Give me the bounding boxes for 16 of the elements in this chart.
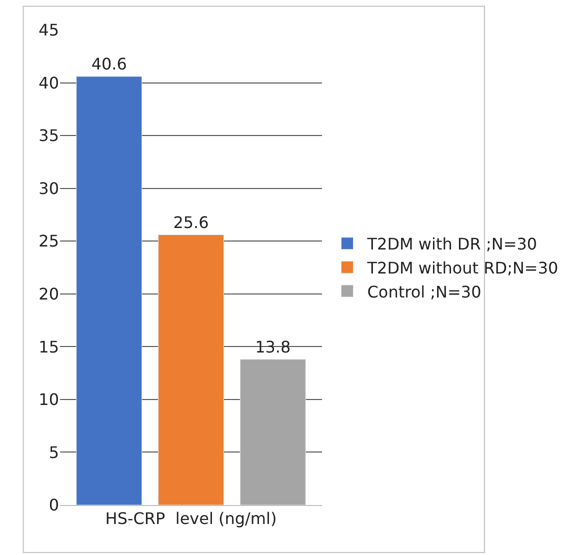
x-axis-title: HS-CRP level (ng/ml) — [105, 508, 277, 528]
data-label: 40.6 — [91, 54, 127, 74]
y-tick-label: 40 — [38, 73, 59, 92]
y-tick-label: 15 — [38, 337, 59, 356]
y-tick-label: 5 — [48, 442, 59, 462]
y-tick-label: 25 — [38, 232, 59, 251]
data-label: 25.6 — [173, 212, 209, 232]
legend-label: Control ;N=30 — [367, 282, 482, 302]
y-tick-label: 30 — [38, 178, 59, 198]
legend-label: T2DM without RD;N=30 — [366, 258, 558, 278]
legend-label: T2DM with DR ;N=30 — [366, 234, 538, 254]
y-tick-label: 35 — [38, 126, 59, 146]
y-tick-label: 45 — [38, 20, 59, 40]
y-tick-label: 20 — [38, 284, 59, 304]
y-tick-label: 0 — [48, 496, 59, 515]
y-tick-label: 10 — [38, 390, 59, 410]
